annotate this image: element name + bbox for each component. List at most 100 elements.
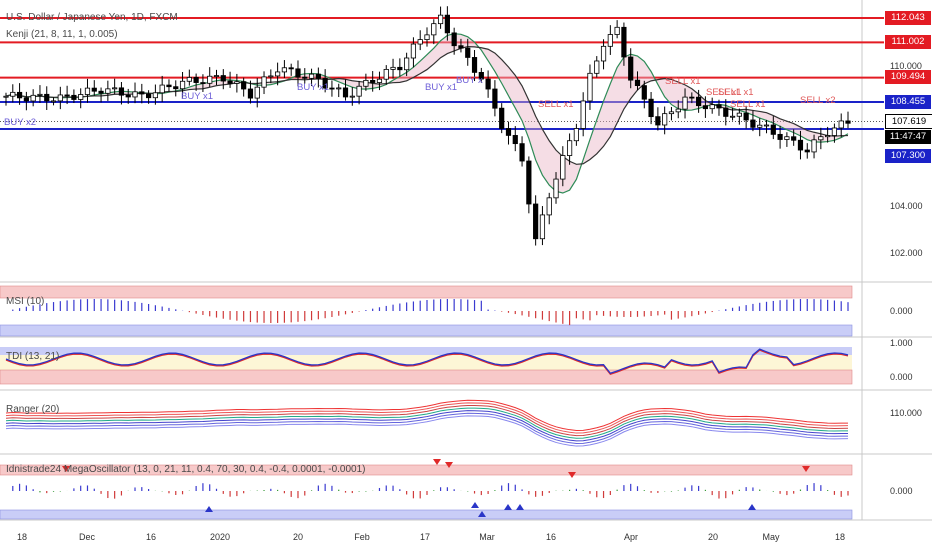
candle: [485, 78, 491, 90]
candle: [458, 45, 464, 49]
candle: [91, 87, 97, 92]
mega-buy-arrow: [478, 511, 486, 517]
indicator-title: Kenji (21, 8, 11, 1, 0.005): [6, 29, 118, 40]
candle: [729, 115, 736, 118]
candle: [23, 97, 29, 102]
date-tick-label: 2020: [210, 532, 230, 542]
candle: [655, 116, 661, 126]
mega-tick: 0.000: [890, 486, 913, 496]
candle: [607, 34, 613, 47]
candle: [770, 124, 776, 135]
mega-buy-arrow: [504, 504, 512, 510]
tdi-fast-line: [5, 349, 849, 376]
ranger-line: [5, 404, 849, 437]
candle: [682, 96, 688, 110]
candle: [702, 105, 709, 110]
mega-buy-arrow: [205, 506, 213, 512]
candle: [526, 160, 532, 205]
msi-upper-band: [0, 285, 853, 299]
candle: [322, 78, 328, 89]
msi-lower-band: [0, 324, 853, 337]
candle: [437, 14, 444, 25]
candle: [641, 85, 647, 100]
ranger-line: [5, 412, 849, 444]
price-tag-last: 107.619: [885, 114, 932, 129]
candle: [553, 178, 559, 199]
candle: [302, 76, 308, 79]
candle: [3, 95, 9, 98]
signal-label: SELL x2: [800, 95, 836, 106]
candle: [308, 73, 315, 79]
candle: [845, 120, 851, 124]
candle: [64, 94, 70, 97]
ranger-line: [5, 410, 849, 442]
date-tick-label: 16: [146, 532, 156, 542]
candle: [465, 47, 471, 58]
tdi-slow-line: [5, 348, 849, 375]
candle: [30, 94, 36, 102]
candle: [478, 72, 484, 80]
candle: [71, 94, 77, 100]
candle: [78, 94, 84, 100]
mega-lower-band: [0, 509, 853, 520]
candle: [546, 197, 552, 216]
date-tick-label: Feb: [354, 532, 370, 542]
date-tick-label: 20: [708, 532, 718, 542]
candle: [207, 75, 213, 84]
candle: [383, 68, 389, 80]
pane-title-mega: Idnistrade24 MegaOscillator (13, 0, 21, …: [6, 464, 366, 475]
candle: [288, 67, 294, 70]
candle: [471, 57, 478, 73]
candle: [84, 87, 91, 95]
candle: [179, 80, 186, 90]
candle: [390, 66, 396, 70]
candle: [750, 119, 756, 128]
signal-label: SELL x1: [706, 87, 742, 98]
candle: [417, 39, 423, 45]
date-tick-label: Mar: [479, 532, 495, 542]
mega-buy-arrow: [516, 504, 524, 510]
candle: [363, 79, 369, 87]
candle: [200, 82, 206, 84]
candle: [410, 43, 417, 59]
signal-label: BUY x1: [297, 82, 329, 93]
pane-title-ranger: Ranger (20): [6, 404, 60, 415]
candle: [213, 75, 220, 77]
candle: [723, 107, 729, 117]
candle: [763, 124, 770, 127]
candle: [166, 84, 172, 88]
candle: [499, 107, 505, 129]
candle: [444, 14, 450, 34]
candle: [791, 136, 797, 141]
candle: [44, 93, 50, 102]
candle: [220, 75, 226, 82]
candle: [675, 108, 681, 113]
countdown-tag: 11:47:47: [885, 130, 931, 144]
candle: [621, 26, 627, 58]
candle: [159, 84, 165, 94]
candle: [594, 60, 600, 74]
candle: [648, 98, 654, 118]
tdi-lower-band: [0, 369, 853, 385]
candle: [118, 87, 125, 96]
signal-label: BUY x2: [4, 117, 36, 128]
candle: [336, 87, 342, 90]
candle: [662, 113, 668, 126]
signal-label: BUY x1: [181, 91, 213, 102]
pane-title-tdi: TDI (13, 21): [6, 351, 60, 362]
candle: [98, 90, 104, 94]
candle: [57, 94, 63, 102]
signal-label: SELL x1: [718, 87, 754, 98]
ranger-line: [5, 399, 849, 431]
candle: [261, 76, 267, 88]
candle: [173, 86, 179, 90]
candle: [777, 133, 783, 140]
candle: [404, 57, 410, 71]
candle: [50, 100, 57, 103]
price-tag-112043: 112.043: [885, 11, 931, 25]
msi-tick: 0.000: [890, 306, 913, 316]
candle: [227, 80, 233, 84]
candle: [234, 81, 240, 84]
candle: [356, 85, 362, 97]
candle: [831, 127, 838, 136]
